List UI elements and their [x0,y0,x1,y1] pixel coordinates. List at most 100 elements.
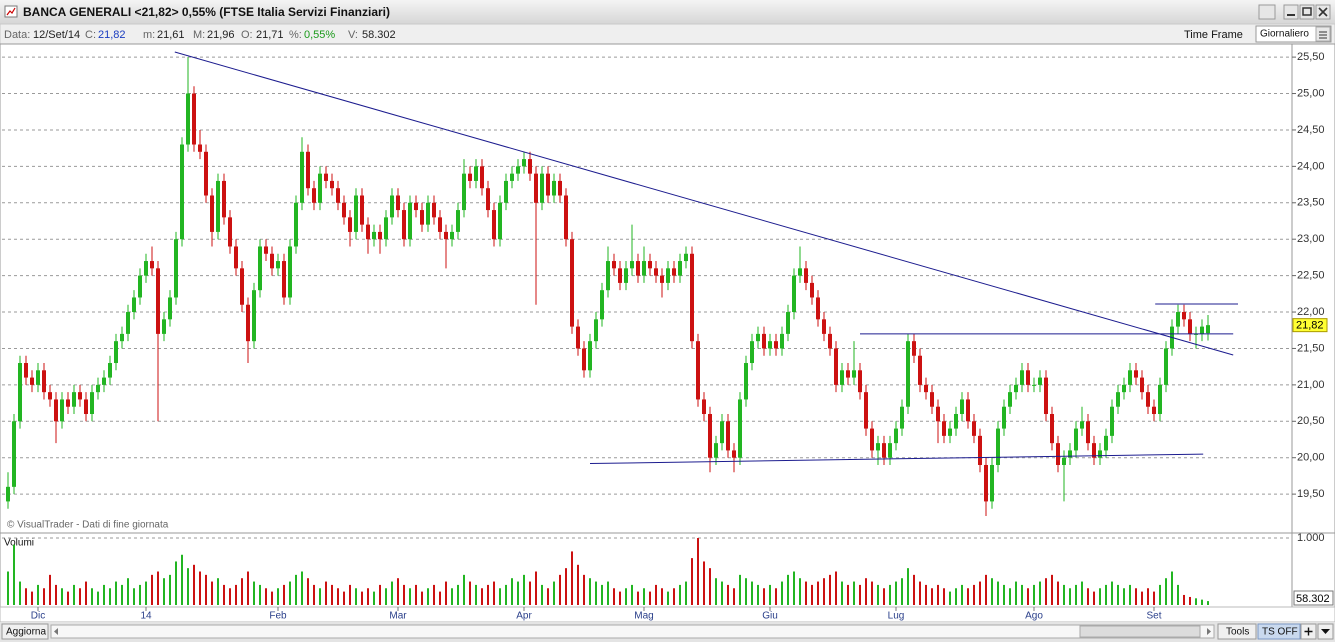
candle-body [774,341,778,349]
ts-button[interactable] [1257,623,1301,640]
x-tick-label: Apr [516,611,532,622]
candle-body [96,384,100,393]
candle-body [540,173,544,203]
volume-bar [697,538,699,605]
x-tick-label: Ago [1025,611,1043,622]
candle-body [156,268,160,334]
volume-bar [679,584,681,605]
candle-body [648,261,652,269]
maximize-button[interactable] [1299,4,1315,20]
candle-body [12,421,16,487]
volume-bar [799,578,801,605]
volume-bar [373,591,375,605]
volume-bar [997,581,999,605]
window-icon [6,7,16,16]
volume-bar [955,588,957,605]
minimize-button[interactable] [1283,4,1299,20]
dropdown-glyph [1319,31,1327,39]
scroll-thumb[interactable] [1079,625,1201,638]
candle-body [312,188,316,203]
tools-button[interactable] [1258,4,1276,20]
volume-bar [361,591,363,605]
window-buttons[interactable] [1258,4,1331,20]
volume-bar [589,578,591,605]
interval-select[interactable] [1255,25,1332,43]
volume-bar [913,574,915,605]
title-bar [0,0,1335,24]
candle-body [876,443,880,451]
candle-body [138,275,142,298]
volume-bar [313,584,315,605]
volume-bar [625,588,627,605]
candle-body [6,486,10,502]
info-label: Data: [4,29,30,41]
candle-body [54,399,58,422]
volume-bar [271,591,273,605]
volume-bar [1183,594,1185,605]
candle-body [1164,348,1168,385]
refresh-button[interactable] [1,623,49,640]
volume-bar [1141,591,1143,605]
volume-bar [349,584,351,605]
candle-body [666,268,670,283]
candle-body [366,224,370,240]
volume-bar [103,584,105,605]
candle-body [726,421,730,451]
candle-body [750,341,754,364]
volume-bar [319,588,321,605]
volume-bar [409,588,411,605]
candle-body [534,173,538,203]
y-tick-label: 23,00 [1297,233,1325,245]
volume-bar [391,581,393,605]
candle-body [1122,384,1126,393]
volume-bar [991,578,993,605]
candle-body [84,399,88,415]
candle-body [114,341,118,364]
candle-body [738,399,742,458]
volume-bar [433,584,435,605]
candle-body [792,275,796,313]
candle-body [732,450,736,458]
volume-bar [829,574,831,605]
volume-bar [463,574,465,605]
y-tick-label: 25,00 [1297,87,1325,99]
candle-body [708,414,712,458]
candle-body [924,384,928,393]
volume-bar [601,584,603,605]
volume-bar [85,581,87,605]
x-tick-label: Mag [634,611,653,622]
volume-bar [871,581,873,605]
y-tick-label: 25,50 [1297,51,1325,63]
candle-body [276,261,280,269]
candle-body [192,93,196,145]
volume-bar [925,584,927,605]
y-tick-label: 24,00 [1297,160,1325,172]
scrollbar[interactable] [50,624,1215,639]
volume-bar [691,558,693,605]
candle-body [60,399,64,422]
volume-bar [223,584,225,605]
volume-bar [511,578,513,605]
candle-body [456,210,460,232]
volume-bar [1129,584,1131,605]
x-tick-label: Dic [31,611,45,622]
volume-bar [337,588,339,605]
trend-line [174,51,1234,356]
candle-body [294,202,298,247]
volume-bar [355,588,357,605]
volume-bar [325,581,327,605]
candle-body [612,261,616,269]
candle-body [1134,370,1138,378]
tools-button[interactable] [1217,623,1257,640]
candle-body [1188,319,1192,334]
volume-bar [745,578,747,605]
volume-bar [205,574,207,605]
volume-bar [817,581,819,605]
candle-body [684,253,688,262]
dropdown-button[interactable] [1315,26,1331,42]
volume-bar [811,584,813,605]
volume-bar [475,584,477,605]
volume-bar [907,568,909,605]
volume-bar [793,571,795,605]
